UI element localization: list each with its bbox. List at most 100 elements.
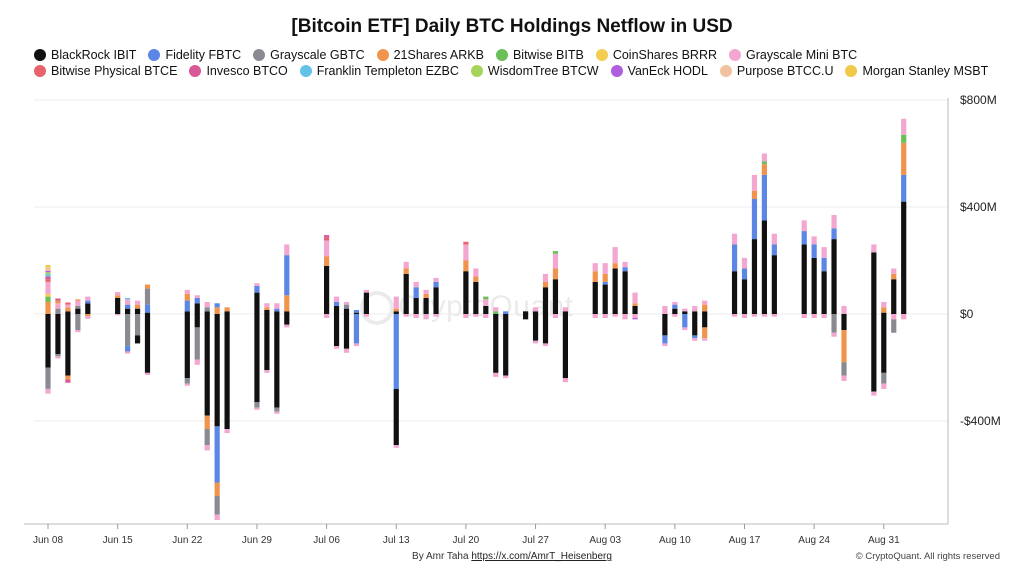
legend-item[interactable]: WisdomTree BTCW xyxy=(470,64,599,78)
bar-group xyxy=(85,296,91,319)
bar-segment xyxy=(204,445,210,451)
legend-item[interactable]: Invesco BTCO xyxy=(189,64,288,78)
bar-segment xyxy=(204,301,210,308)
legend-item[interactable]: Franklin Templeton EZBC xyxy=(299,64,459,78)
bar-segment xyxy=(682,314,688,328)
bar-segment xyxy=(503,375,509,379)
bar-segment xyxy=(592,271,598,282)
bar-segment xyxy=(324,256,330,266)
legend-label: Morgan Stanley MSBT xyxy=(862,64,989,78)
bar-segment xyxy=(692,338,698,341)
legend-marker-icon xyxy=(495,49,508,61)
bar-segment xyxy=(562,378,568,383)
bar-group xyxy=(542,273,549,347)
bar-segment xyxy=(125,346,131,352)
bar-segment xyxy=(632,292,638,304)
bar-segment xyxy=(751,190,758,199)
bar-segment xyxy=(493,372,499,377)
bar-segment xyxy=(881,307,887,313)
bar-segment xyxy=(214,514,220,520)
bar-segment xyxy=(473,268,479,277)
bar-segment xyxy=(65,302,71,305)
legend-item[interactable]: Grayscale GBTC xyxy=(253,48,365,62)
bar-segment xyxy=(702,338,708,341)
bar-segment xyxy=(901,201,907,314)
bar-group xyxy=(264,303,270,373)
bar-group xyxy=(75,299,81,333)
bar-segment xyxy=(264,309,270,314)
bar-group xyxy=(333,296,340,349)
legend-item[interactable]: Grayscale Mini BTC xyxy=(729,48,857,62)
bar-segment xyxy=(811,314,817,319)
x-tick-label: Aug 24 xyxy=(798,535,830,546)
bar-segment xyxy=(871,314,877,392)
bar-segment xyxy=(324,240,330,257)
bar-segment xyxy=(901,142,907,175)
bar-segment xyxy=(274,407,280,412)
bar-segment xyxy=(75,308,81,314)
chart-legend: BlackRock IBIT Fidelity FBTC Grayscale GBT… xyxy=(34,48,1004,78)
bar-segment xyxy=(204,415,210,430)
legend-item[interactable]: BlackRock IBIT xyxy=(34,48,136,62)
bar-group xyxy=(423,289,429,320)
bar-segment xyxy=(45,293,51,297)
bar-segment xyxy=(741,268,748,280)
bar-segment xyxy=(194,327,200,360)
bar-segment xyxy=(682,308,688,312)
legend-item[interactable]: 21Shares ARKB xyxy=(376,48,484,62)
bar-group xyxy=(881,301,887,389)
bar-segment xyxy=(552,279,559,314)
bar-segment xyxy=(831,228,837,240)
legend-item[interactable]: CoinShares BRRR xyxy=(595,48,717,62)
bar-segment xyxy=(214,482,220,496)
bar-segment xyxy=(751,314,758,317)
bar-segment xyxy=(204,429,210,446)
bar-group xyxy=(821,247,827,319)
bar-segment xyxy=(353,309,360,313)
legend-item[interactable]: Bitwise Physical BTCE xyxy=(34,64,177,78)
bar-segment xyxy=(65,304,71,308)
bar-segment xyxy=(45,265,51,268)
legend-item[interactable]: Morgan Stanley MSBT xyxy=(845,64,988,78)
legend-marker-icon xyxy=(729,49,742,61)
bar-segment xyxy=(473,276,479,282)
bar-group xyxy=(115,292,121,316)
bar-segment xyxy=(55,308,61,314)
bar-segment xyxy=(841,330,847,363)
bar-segment xyxy=(602,263,608,274)
footer-author-link[interactable]: https://x.com/AmrT_Heisenberg xyxy=(471,551,612,562)
bar-group xyxy=(562,307,568,383)
legend-item[interactable]: Bitwise BITB xyxy=(495,48,584,62)
bar-segment xyxy=(662,335,668,344)
bar-segment xyxy=(841,375,847,381)
bar-segment xyxy=(881,383,887,389)
bar-segment xyxy=(741,314,748,319)
legend-item[interactable]: Fidelity FBTC xyxy=(148,48,241,62)
bar-segment xyxy=(343,304,350,309)
bar-segment xyxy=(702,300,708,305)
bar-segment xyxy=(214,426,220,483)
bar-segment xyxy=(75,314,81,331)
bar-segment xyxy=(85,316,91,319)
legend-label: Fidelity FBTC xyxy=(165,48,242,62)
bar-group xyxy=(692,305,698,341)
x-tick-label: Jun 08 xyxy=(33,535,63,546)
bar-segment xyxy=(433,314,439,317)
bar-segment xyxy=(831,314,837,333)
legend-item[interactable]: VanEck HODL xyxy=(610,64,708,78)
bar-segment xyxy=(134,314,141,336)
bar-segment xyxy=(393,311,399,314)
bar-group xyxy=(761,153,767,317)
bar-segment xyxy=(622,314,628,320)
bar-segment xyxy=(532,307,539,312)
legend-item[interactable]: Purpose BTCC.U xyxy=(719,64,833,78)
bar-segment xyxy=(493,311,499,314)
bar-group xyxy=(473,268,479,317)
bar-segment xyxy=(264,314,270,371)
bar-group xyxy=(503,311,509,379)
bar-group xyxy=(901,118,907,320)
bar-segment xyxy=(324,265,330,314)
legend-marker-icon xyxy=(299,65,312,77)
bar-segment xyxy=(602,284,608,314)
bar-group xyxy=(45,265,51,394)
